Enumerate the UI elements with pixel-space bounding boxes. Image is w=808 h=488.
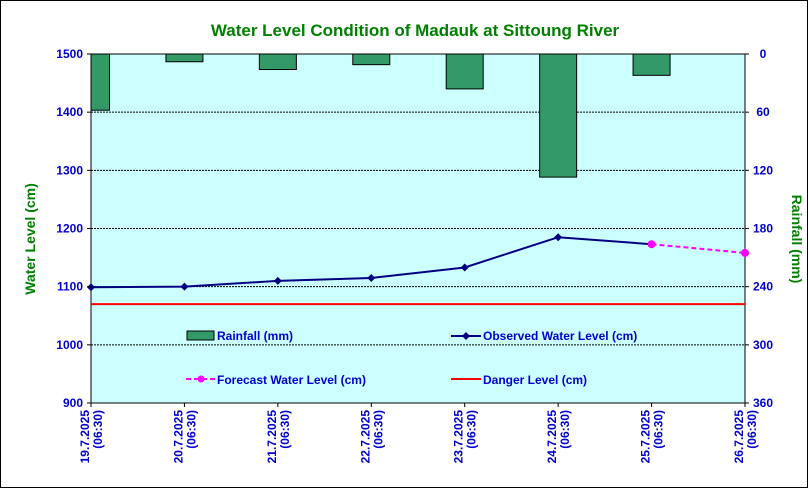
x-tick-label: 24.7.2025(06:30)	[545, 410, 572, 464]
y-tick-label: 1500	[56, 47, 83, 61]
x-tick-date: 21.7.2025	[265, 410, 279, 464]
rainfall-bar	[539, 53, 578, 178]
observed-point	[180, 282, 189, 291]
legend-rainfall-label: Rainfall (mm)	[217, 329, 293, 343]
y-tick-label: 1000	[56, 338, 83, 352]
x-tick-date: 19.7.2025	[78, 410, 92, 464]
chart-title: Water Level Condition of Madauk at Sitto…	[211, 21, 620, 40]
rainfall-bars	[90, 53, 671, 178]
y-tick-label: 1200	[56, 222, 83, 236]
x-tick-time: (06:30)	[184, 410, 198, 449]
y2-tick-label: 300	[753, 338, 773, 352]
x-tick-date: 22.7.2025	[358, 410, 372, 464]
x-tick-label: 19.7.2025(06:30)	[78, 410, 105, 464]
x-tick-label: 25.7.2025(06:30)	[639, 410, 666, 464]
rainfall-bar	[258, 53, 297, 71]
x-tick-time: (06:30)	[278, 410, 292, 449]
legend-observed-marker	[462, 332, 470, 340]
y-tick-label: 900	[63, 396, 83, 410]
rainfall-bar	[90, 53, 110, 111]
y2-tick-label: 120	[753, 163, 773, 177]
x-tick-label: 23.7.2025(06:30)	[452, 410, 479, 464]
x-tick-label: 21.7.2025(06:30)	[265, 410, 292, 464]
x-tick-time: (06:30)	[745, 410, 759, 449]
y-axis-label: Water Level (cm)	[22, 183, 38, 295]
y2-tick-label: 0	[760, 47, 767, 61]
observed-point	[87, 283, 95, 292]
legend: Rainfall (mm) Observed Water Level (cm) …	[186, 329, 637, 387]
legend-forecast-marker	[197, 375, 205, 383]
x-tick-label: 22.7.2025(06:30)	[358, 410, 385, 464]
x-tick-date: 26.7.2025	[732, 410, 746, 464]
y-tick-label: 1400	[56, 105, 83, 119]
x-tick-time: (06:30)	[465, 410, 479, 449]
y2-tick-label: 360	[753, 396, 773, 410]
legend-forecast-label: Forecast Water Level (cm)	[217, 373, 366, 387]
x-tick-date: 25.7.2025	[639, 410, 653, 464]
observed-point	[554, 233, 563, 242]
x-tick-label: 20.7.2025(06:30)	[171, 410, 198, 464]
y-tick-label: 1300	[56, 163, 83, 177]
observed-series	[87, 233, 656, 292]
legend-danger-label: Danger Level (cm)	[483, 373, 587, 387]
rainfall-bar	[445, 53, 484, 90]
rainfall-bar	[632, 53, 671, 76]
x-tick-time: (06:30)	[371, 410, 385, 449]
rainfall-bar	[352, 53, 391, 66]
y2-tick-label: 60	[756, 105, 770, 119]
y-tick-label: 1100	[57, 280, 83, 294]
observed-point	[273, 276, 282, 285]
y2-axis-ticks: 0 60 120 180 240 300 360	[745, 47, 773, 410]
legend-rainfall-swatch	[186, 330, 215, 341]
x-tick-time: (06:30)	[558, 410, 572, 449]
y2-tick-label: 180	[753, 222, 773, 236]
forecast-point	[647, 240, 656, 249]
x-tick-date: 20.7.2025	[171, 410, 185, 464]
observed-point	[367, 273, 376, 282]
gridlines	[91, 111, 745, 346]
forecast-point	[741, 248, 749, 257]
y-axis-ticks: 1500 1400 1300 1200 1100 1000 900	[56, 47, 91, 410]
x-tick-time: (06:30)	[652, 410, 666, 449]
y2-tick-label: 240	[753, 280, 773, 294]
x-tick-date: 24.7.2025	[545, 410, 559, 464]
x-tick-date: 23.7.2025	[452, 410, 466, 464]
observed-point	[460, 263, 469, 272]
x-axis-ticks: 19.7.2025(06:30) 20.7.2025(06:30) 21.7.202…	[78, 403, 759, 463]
rainfall-bar	[165, 53, 204, 63]
x-tick-time: (06:30)	[91, 410, 105, 449]
legend-observed-label: Observed Water Level (cm)	[483, 329, 637, 343]
y2-axis-label: Rainfall (mm)	[789, 195, 805, 284]
forecast-series	[647, 240, 749, 257]
x-tick-label: 26.7.2025(06:30)	[732, 410, 759, 464]
